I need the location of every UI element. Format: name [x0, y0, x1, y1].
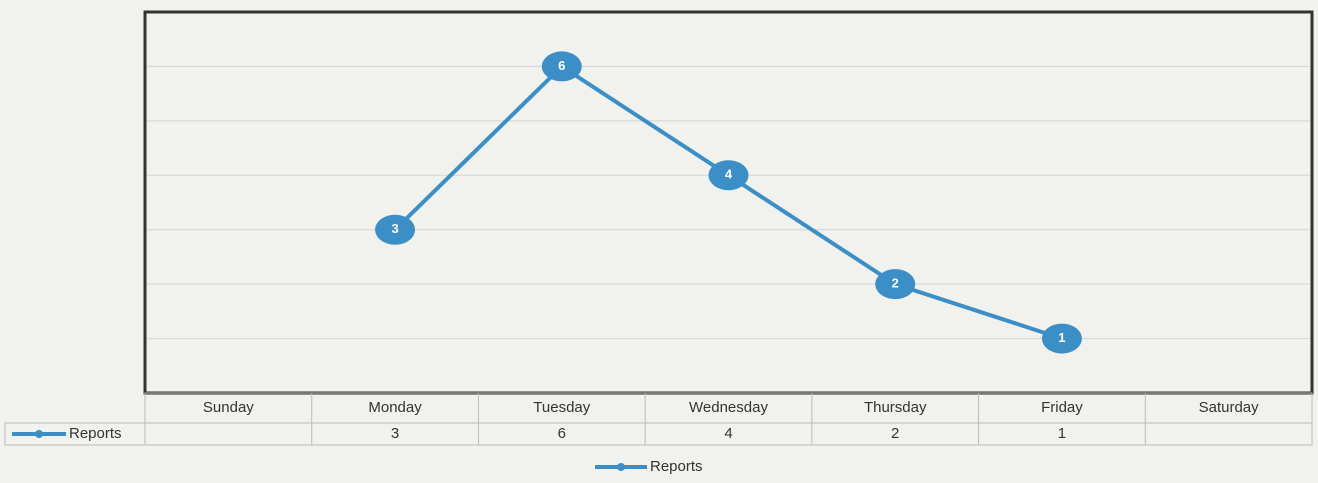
data-table-legend-cell: [4, 422, 146, 446]
data-label: 4: [725, 167, 733, 182]
x-tick-label: Thursday: [864, 399, 927, 416]
data-label: 6: [558, 58, 565, 73]
x-tick-label: Saturday: [1199, 399, 1260, 416]
legend-label: Reports: [650, 458, 703, 475]
x-tick-label: Wednesday: [689, 399, 768, 416]
data-table-value: 3: [391, 425, 399, 442]
plot-area: [143, 10, 1314, 395]
data-table-value: 6: [558, 425, 566, 442]
series-line: [393, 63, 1063, 341]
data-table: [144, 392, 1313, 446]
data-label: 1: [1058, 330, 1065, 345]
marker: [708, 160, 749, 191]
data-table-value: 1: [1058, 425, 1066, 442]
legend-key-marker: [617, 463, 625, 471]
x-tick-label: Friday: [1041, 399, 1083, 416]
x-tick-label: Tuesday: [533, 399, 590, 416]
marker: [1041, 323, 1082, 354]
marker: [875, 269, 916, 300]
data-label: 2: [892, 276, 899, 291]
data-label: 3: [391, 221, 398, 236]
data-table-value: 2: [891, 425, 899, 442]
marker: [375, 214, 416, 245]
data-table-value: 4: [724, 425, 732, 442]
marker: [541, 51, 582, 82]
data-table-series-name: Reports: [69, 425, 122, 442]
legend-key-marker: [35, 430, 43, 438]
x-tick-label: Sunday: [203, 399, 254, 416]
x-tick-label: Monday: [368, 399, 422, 416]
